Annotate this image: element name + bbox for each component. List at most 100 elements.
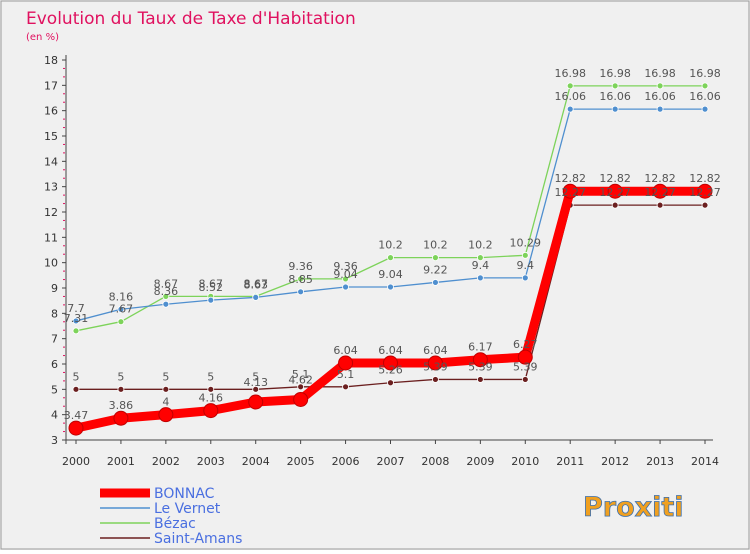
data-label: 12.82 bbox=[644, 172, 676, 185]
data-point bbox=[387, 254, 394, 262]
x-tick-label: 2009 bbox=[466, 455, 494, 468]
data-point bbox=[158, 407, 174, 423]
data-point bbox=[521, 274, 529, 282]
data-label: 12.27 bbox=[644, 186, 676, 199]
data-point bbox=[517, 349, 533, 365]
data-label: 8.67 bbox=[243, 277, 268, 290]
data-label: 3.86 bbox=[109, 399, 134, 412]
data-label: 12.27 bbox=[599, 186, 631, 199]
data-label: 3.47 bbox=[64, 409, 89, 422]
data-point bbox=[72, 327, 80, 335]
y-tick-label: 10 bbox=[44, 257, 58, 270]
data-label: 5 bbox=[117, 370, 124, 383]
data-label: 7.7 bbox=[67, 302, 85, 315]
x-tick-label: 2002 bbox=[152, 455, 180, 468]
data-label: 10.2 bbox=[423, 239, 448, 252]
y-tick-label: 17 bbox=[44, 79, 58, 92]
data-point bbox=[342, 275, 349, 283]
data-label: 9.4 bbox=[517, 259, 535, 272]
data-point bbox=[72, 385, 80, 393]
data-point bbox=[297, 275, 305, 283]
data-label: 9.36 bbox=[288, 260, 313, 273]
x-tick-label: 2006 bbox=[332, 455, 360, 468]
data-point bbox=[476, 254, 484, 262]
data-label: 16.98 bbox=[644, 67, 676, 80]
x-tick-label: 2007 bbox=[377, 455, 405, 468]
x-tick-label: 2010 bbox=[511, 455, 539, 468]
data-label: 10.29 bbox=[510, 236, 542, 249]
axes: 3 4 5 6 7 8 9 10 11 12 13 14 15 16 17 18 2000 2001 2002 200… bbox=[44, 54, 719, 468]
data-label: 6.04 bbox=[378, 344, 403, 357]
data-label: 4 bbox=[162, 396, 169, 409]
data-point bbox=[427, 355, 443, 371]
x-tick-label: 2000 bbox=[62, 455, 90, 468]
data-label: 7.31 bbox=[64, 312, 89, 325]
data-label: 5 bbox=[162, 370, 169, 383]
data-point bbox=[656, 105, 664, 113]
data-label: 8.52 bbox=[199, 281, 224, 294]
data-label: 16.06 bbox=[689, 90, 721, 103]
data-label: 10.2 bbox=[468, 239, 493, 252]
data-label: 5.39 bbox=[423, 360, 448, 373]
data-point bbox=[342, 283, 349, 291]
proxiti-logo: Proxiti bbox=[583, 492, 684, 524]
chart-title: Evolution du Taux de Taxe d'Habitation bbox=[26, 9, 356, 29]
data-label: 9.22 bbox=[423, 263, 448, 276]
x-tick-label: 2001 bbox=[107, 455, 135, 468]
legend-label: BONNAC bbox=[154, 486, 215, 502]
data-label: 5 bbox=[252, 370, 259, 383]
data-point bbox=[611, 105, 619, 113]
data-label: 6.17 bbox=[468, 341, 493, 354]
legend-label: Le Vernet bbox=[154, 501, 221, 517]
data-point bbox=[701, 105, 709, 113]
chart-subtitle: (en %) bbox=[26, 32, 59, 43]
data-label: 12.82 bbox=[599, 172, 631, 185]
data-point bbox=[566, 105, 574, 113]
data-label: 7.67 bbox=[109, 303, 134, 316]
data-point bbox=[656, 201, 664, 209]
y-tick-label: 4 bbox=[51, 409, 58, 422]
logo-text: Proxiti bbox=[583, 492, 684, 523]
data-point bbox=[248, 394, 264, 410]
data-label: 16.06 bbox=[644, 90, 676, 103]
data-point bbox=[656, 82, 664, 90]
data-label: 12.27 bbox=[689, 186, 721, 199]
data-point bbox=[252, 293, 260, 301]
data-point bbox=[476, 274, 484, 282]
data-label: 6.04 bbox=[333, 344, 358, 357]
data-point bbox=[207, 385, 215, 393]
data-point bbox=[342, 383, 349, 391]
data-label: 5.1 bbox=[337, 368, 355, 381]
y-tick-label: 16 bbox=[44, 105, 58, 118]
data-point bbox=[701, 82, 709, 90]
data-label: 8.67 bbox=[199, 277, 224, 290]
data-point bbox=[113, 410, 129, 426]
x-tick-label: 2003 bbox=[197, 455, 225, 468]
data-point bbox=[566, 82, 574, 90]
x-tick-label: 2005 bbox=[287, 455, 315, 468]
x-tick-label: 2013 bbox=[646, 455, 674, 468]
data-point bbox=[387, 283, 394, 291]
data-point bbox=[383, 355, 398, 371]
y-tick-label: 7 bbox=[51, 333, 58, 346]
data-label: 16.98 bbox=[554, 67, 586, 80]
data-point bbox=[432, 376, 439, 383]
data-point bbox=[117, 318, 125, 326]
data-point bbox=[338, 355, 354, 371]
data-point bbox=[607, 183, 623, 199]
data-label: 8.85 bbox=[288, 273, 313, 286]
y-tick-label: 18 bbox=[44, 54, 58, 67]
data-label: 8.67 bbox=[154, 277, 179, 290]
data-point bbox=[521, 251, 529, 259]
y-tick-label: 15 bbox=[44, 130, 58, 143]
data-point bbox=[297, 383, 305, 391]
data-label: 4.13 bbox=[243, 376, 268, 389]
legend-label: Bézac bbox=[154, 516, 196, 532]
x-tick-label: 2011 bbox=[556, 455, 584, 468]
data-label: 8.16 bbox=[109, 290, 134, 303]
data-label: 16.98 bbox=[689, 67, 721, 80]
data-point bbox=[562, 183, 578, 199]
data-label: 16.06 bbox=[554, 90, 586, 103]
data-label: 5.39 bbox=[468, 360, 493, 373]
legend-label: Saint-Amans bbox=[154, 531, 242, 547]
